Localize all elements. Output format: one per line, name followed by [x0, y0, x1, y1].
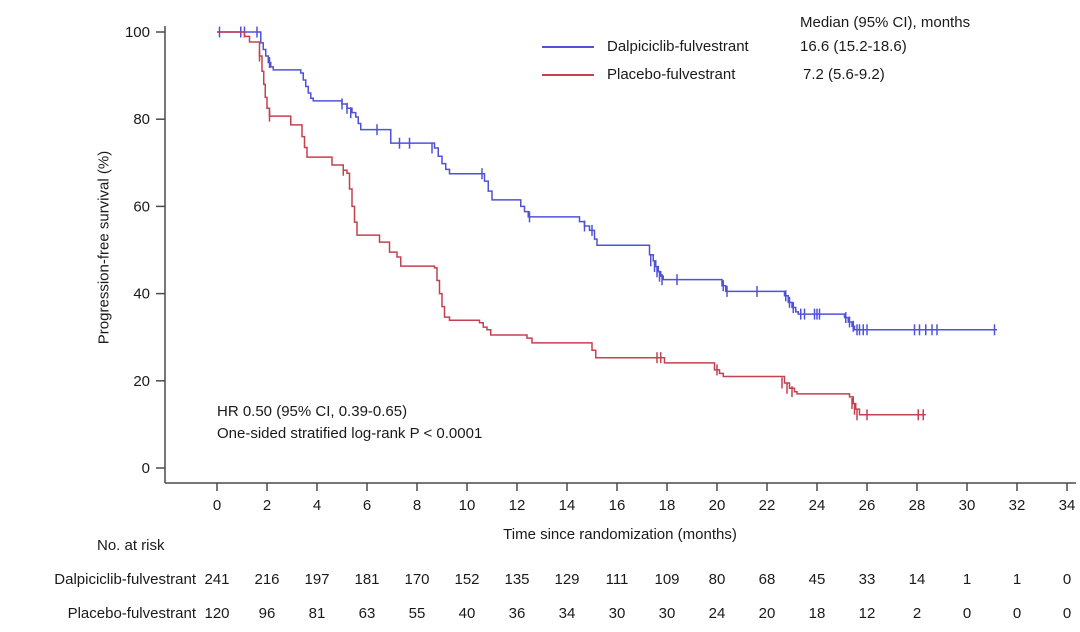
risk-value-dalpiciclib: 45: [809, 571, 826, 588]
risk-value-placebo: 18: [809, 605, 826, 622]
x-tick-label: 14: [559, 497, 576, 514]
x-tick-label: 12: [509, 497, 526, 514]
y-tick-label: 40: [133, 286, 150, 303]
risk-value-placebo: 36: [509, 605, 526, 622]
x-tick-label: 24: [809, 497, 826, 514]
legend-label-dalpiciclib: Dalpiciclib-fulvestrant: [607, 38, 749, 55]
risk-value-dalpiciclib: 0: [1063, 571, 1071, 588]
risk-value-placebo: 30: [659, 605, 676, 622]
risk-value-placebo: 12: [859, 605, 876, 622]
risk-value-dalpiciclib: 216: [254, 571, 279, 588]
risk-value-dalpiciclib: 33: [859, 571, 876, 588]
risk-value-placebo: 120: [204, 605, 229, 622]
legend-header: Median (95% CI), months: [800, 14, 971, 31]
risk-value-dalpiciclib: 152: [454, 571, 479, 588]
risk-value-placebo: 63: [359, 605, 376, 622]
risk-value-dalpiciclib: 68: [759, 571, 776, 588]
y-axis-label: Progression-free survival (%): [95, 150, 113, 345]
stats-annotation: HR 0.50 (95% CI, 0.39-0.65) One-sided st…: [217, 401, 482, 445]
x-tick-label: 0: [213, 497, 221, 514]
risk-value-dalpiciclib: 109: [654, 571, 679, 588]
risk-value-placebo: 24: [709, 605, 726, 622]
y-tick-label: 60: [133, 198, 150, 215]
risk-value-placebo: 81: [309, 605, 326, 622]
risk-value-dalpiciclib: 181: [354, 571, 379, 588]
risk-value-dalpiciclib: 1: [1013, 571, 1021, 588]
risk-value-placebo: 20: [759, 605, 776, 622]
x-tick-label: 16: [609, 497, 626, 514]
risk-table-title: No. at risk: [97, 537, 165, 554]
x-tick-label: 6: [363, 497, 371, 514]
x-tick-label: 26: [859, 497, 876, 514]
pvalue-text: One-sided stratified log-rank P < 0.0001: [217, 425, 483, 442]
risk-value-placebo: 0: [1013, 605, 1021, 622]
x-tick-label: 8: [413, 497, 421, 514]
risk-value-placebo: 0: [1063, 605, 1071, 622]
risk-value-placebo: 2: [913, 605, 921, 622]
risk-value-placebo: 40: [459, 605, 476, 622]
risk-value-dalpiciclib: 197: [304, 571, 329, 588]
x-tick-label: 32: [1009, 497, 1026, 514]
x-tick-label: 10: [459, 497, 476, 514]
x-tick-label: 22: [759, 497, 776, 514]
y-tick-label: 0: [142, 460, 150, 477]
risk-value-dalpiciclib: 1: [963, 571, 971, 588]
risk-row-label-dalpiciclib: Dalpiciclib-fulvestrant: [54, 571, 196, 588]
risk-value-dalpiciclib: 80: [709, 571, 726, 588]
legend-line-dalpiciclib: [542, 46, 594, 48]
risk-value-dalpiciclib: 170: [404, 571, 429, 588]
risk-value-placebo: 96: [259, 605, 276, 622]
y-tick-label: 20: [133, 373, 150, 390]
legend-line-placebo: [542, 74, 594, 76]
legend-label-placebo: Placebo-fulvestrant: [607, 66, 736, 83]
risk-row-label-placebo: Placebo-fulvestrant: [67, 605, 196, 622]
legend-median-dalpiciclib: 16.6 (15.2-18.6): [800, 38, 907, 55]
risk-value-placebo: 34: [559, 605, 576, 622]
x-tick-label: 30: [959, 497, 976, 514]
risk-value-dalpiciclib: 129: [554, 571, 579, 588]
x-tick-label: 20: [709, 497, 726, 514]
risk-value-placebo: 30: [609, 605, 626, 622]
y-tick-label: 100: [125, 24, 150, 41]
x-tick-label: 2: [263, 497, 271, 514]
y-tick-label: 80: [133, 111, 150, 128]
risk-value-dalpiciclib: 241: [204, 571, 229, 588]
risk-value-dalpiciclib: 135: [504, 571, 529, 588]
x-axis-label: Time since randomization (months): [503, 526, 737, 543]
x-tick-label: 18: [659, 497, 676, 514]
risk-value-placebo: 0: [963, 605, 971, 622]
risk-value-dalpiciclib: 14: [909, 571, 926, 588]
km-curve-dalpiciclib: [217, 31, 997, 331]
x-tick-label: 4: [313, 497, 321, 514]
hazard-ratio-text: HR 0.50 (95% CI, 0.39-0.65): [217, 403, 408, 420]
risk-value-dalpiciclib: 111: [606, 571, 629, 588]
risk-value-placebo: 55: [409, 605, 426, 622]
x-tick-label: 28: [909, 497, 926, 514]
km-curve-placebo: [217, 31, 926, 416]
x-tick-label: 34: [1059, 497, 1076, 514]
legend-median-placebo: 7.2 (5.6-9.2): [803, 66, 885, 83]
